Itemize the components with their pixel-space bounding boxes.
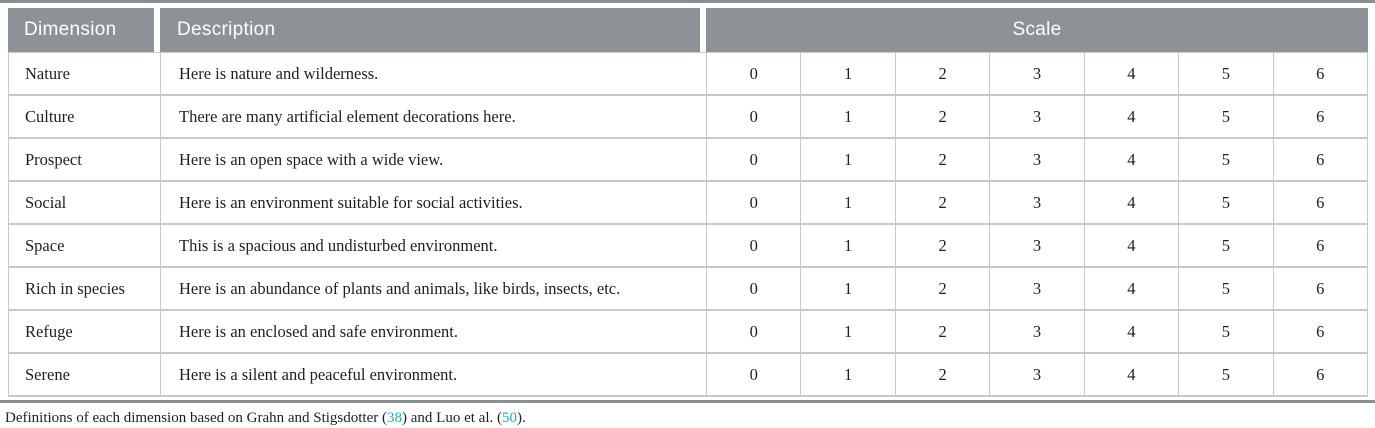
scale-cell: 1: [801, 182, 896, 225]
scale-cell: 3: [990, 96, 1085, 139]
scale-cell: 4: [1084, 53, 1180, 96]
scale-cell: 5: [1179, 354, 1274, 397]
scale-cell: 2: [895, 311, 991, 354]
scale-cell: 0: [707, 96, 802, 139]
dimension-cell: Space: [9, 225, 161, 268]
dimension-cell: Prospect: [9, 139, 161, 182]
scale-cell: 1: [801, 139, 896, 182]
table-row: Prospect Here is an open space with a wid…: [8, 139, 1368, 182]
scale-cell: 2: [895, 139, 991, 182]
scale-cell: 5: [1179, 311, 1274, 354]
scale-cell: 5: [1179, 268, 1274, 311]
scale-cell: 3: [990, 311, 1085, 354]
description-cell: Here is an environment suitable for soci…: [161, 182, 707, 225]
dimension-cell: Nature: [9, 53, 161, 96]
scale-cell: 5: [1179, 96, 1274, 139]
scale-cell: 6: [1273, 311, 1368, 354]
header-dimension-label: Dimension: [8, 8, 160, 52]
scale-cell: 4: [1084, 225, 1180, 268]
footnote-text-start: Definitions of each dimension based on G…: [5, 410, 388, 426]
scale-cell: 2: [895, 225, 991, 268]
scale-cell: 0: [707, 53, 802, 96]
scale-cell: 0: [707, 139, 802, 182]
scale-cell: 2: [895, 182, 991, 225]
scale-cell: 1: [801, 96, 896, 139]
scale-cell: 5: [1179, 225, 1274, 268]
scale-cell: 2: [895, 268, 991, 311]
scale-cell: 0: [707, 268, 802, 311]
scale-cell: 6: [1273, 139, 1368, 182]
table-header-row: Dimension Description Scale: [8, 8, 1368, 52]
scale-cell: 1: [801, 53, 896, 96]
scale-cell: 3: [990, 182, 1085, 225]
scale-cell: 2: [895, 53, 991, 96]
scale-cell: 0: [707, 225, 802, 268]
dimension-cell: Culture: [9, 96, 161, 139]
scale-cell: 4: [1084, 139, 1180, 182]
table-row: Culture There are many artificial element…: [8, 96, 1368, 139]
description-cell: Here is an open space with a wide view.: [161, 139, 707, 182]
header-scale-label: Scale: [706, 8, 1368, 52]
footnote-text-middle: ) and Luo et al. (: [402, 410, 502, 426]
scale-cell: 6: [1273, 182, 1368, 225]
scale-cell: 1: [801, 354, 896, 397]
footnote-text-end: ).: [516, 410, 526, 426]
dimension-cell: Refuge: [9, 311, 161, 354]
citation-link-luo[interactable]: 50: [501, 410, 517, 426]
description-cell: Here is a silent and peaceful environmen…: [161, 354, 707, 397]
table-footnote: Definitions of each dimension based on G…: [5, 410, 1375, 427]
scale-cell: 4: [1084, 96, 1180, 139]
scale-cell: 3: [990, 53, 1085, 96]
posd-scale-table: Dimension Description Scale Nature Here i…: [8, 8, 1368, 397]
scale-cell: 3: [990, 225, 1085, 268]
citation-link-grahn-stigsdotter[interactable]: 38: [387, 410, 403, 426]
table-row: Serene Here is a silent and peaceful envi…: [8, 354, 1368, 397]
scale-cell: 6: [1273, 96, 1368, 139]
dimension-cell: Rich in species: [9, 268, 161, 311]
table-body: Nature Here is nature and wilderness. 0 1 2 3…: [8, 52, 1368, 397]
scale-cell: 0: [707, 182, 802, 225]
scale-cell: 5: [1179, 182, 1274, 225]
table-row: Rich in species Here is an abundance of p…: [8, 268, 1368, 311]
scale-cell: 4: [1084, 182, 1180, 225]
scale-cell: 0: [707, 311, 802, 354]
scale-cell: 2: [895, 96, 991, 139]
description-cell: This is a spacious and undisturbed envir…: [161, 225, 707, 268]
description-cell: Here is nature and wilderness.: [161, 53, 707, 96]
table-row: Nature Here is nature and wilderness. 0 1 2 3…: [8, 53, 1368, 96]
scale-cell: 4: [1084, 311, 1180, 354]
scale-cell: 3: [990, 268, 1085, 311]
scale-cell: 1: [801, 311, 896, 354]
table-bottom-rule: [0, 400, 1375, 403]
scale-cell: 0: [707, 354, 802, 397]
table-top-rule: [0, 0, 1375, 3]
scale-cell: 5: [1179, 139, 1274, 182]
scale-cell: 5: [1179, 53, 1274, 96]
description-cell: Here is an enclosed and safe environment…: [161, 311, 707, 354]
scale-cell: 2: [895, 354, 991, 397]
dimension-cell: Social: [9, 182, 161, 225]
scale-cell: 3: [990, 354, 1085, 397]
description-cell: There are many artificial element decora…: [161, 96, 707, 139]
scale-cell: 6: [1273, 225, 1368, 268]
scale-cell: 6: [1273, 53, 1368, 96]
scale-cell: 1: [801, 225, 896, 268]
scale-cell: 6: [1273, 354, 1368, 397]
dimension-cell: Serene: [9, 354, 161, 397]
scale-cell: 6: [1273, 268, 1368, 311]
table-row: Social Here is an environment suitable fo…: [8, 182, 1368, 225]
scale-cell: 4: [1084, 354, 1180, 397]
scale-cell: 1: [801, 268, 896, 311]
scale-cell: 3: [990, 139, 1085, 182]
table-row: Space This is a spacious and undisturbed …: [8, 225, 1368, 268]
header-description-label: Description: [160, 8, 706, 52]
description-cell: Here is an abundance of plants and anima…: [161, 268, 707, 311]
scale-cell: 4: [1084, 268, 1180, 311]
table-row: Refuge Here is an enclosed and safe envir…: [8, 311, 1368, 354]
